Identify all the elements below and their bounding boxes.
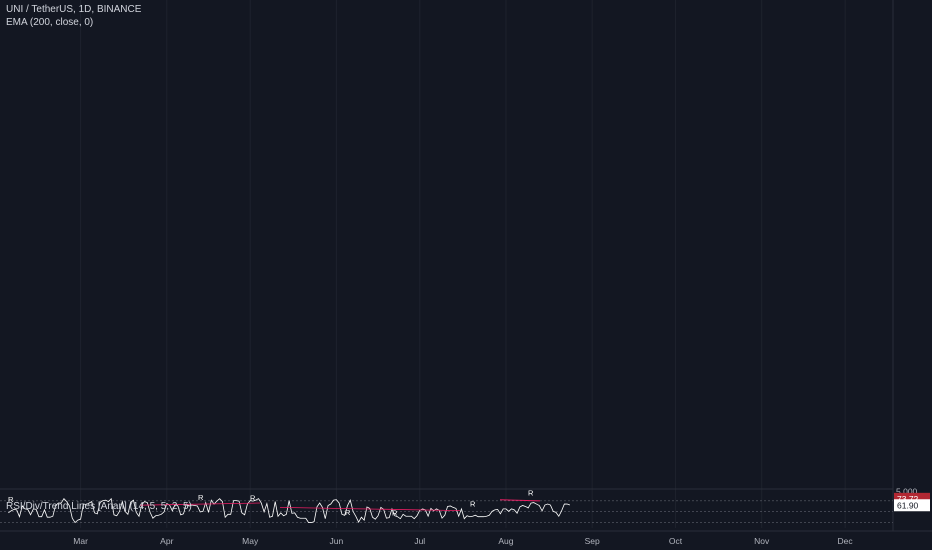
x-tick-label: Nov — [754, 536, 770, 546]
rsi-trend-line — [139, 502, 261, 506]
rsi-value-tag[interactable] — [894, 499, 930, 512]
x-tick-label: Dec — [838, 536, 854, 546]
rsi-divergence-marker: R — [198, 493, 204, 502]
rsi-value-label: 73.72 — [897, 494, 919, 504]
x-tick-label: May — [242, 536, 259, 546]
rsi-divergence-marker: R — [528, 488, 534, 497]
rsi-axis-label: 5.000 — [896, 487, 918, 497]
x-tick-label: Aug — [498, 536, 513, 546]
rsi-divergence-marker: R — [8, 495, 14, 504]
x-tick-label: Sep — [585, 536, 600, 546]
rsi-value-label: 61.90 — [897, 500, 919, 510]
x-tick-label: Jul — [414, 536, 425, 546]
rsi-divergence-marker: R — [392, 509, 398, 518]
ema-legend[interactable]: EMA (200, close, 0) — [6, 17, 94, 28]
rsi-trend-line — [499, 499, 541, 502]
rsi-divergence-marker: R — [345, 508, 351, 517]
x-tick-label: Jun — [330, 536, 344, 546]
rsi-trend-line — [279, 506, 461, 512]
x-tick-label: Apr — [160, 536, 173, 546]
rsi-line[interactable] — [8, 497, 571, 524]
rsi-divergence-marker: R — [250, 493, 256, 502]
rsi-divergence-marker: R — [470, 499, 476, 508]
x-tick-label: Oct — [669, 536, 683, 546]
x-tick-label: Mar — [73, 536, 88, 546]
rsi-legend[interactable]: RSI/Div/Trend Lines [Anan] (14, 5, 5, 2,… — [6, 501, 192, 512]
symbol-title[interactable]: UNI / TetherUS, 1D, BINANCE — [6, 4, 142, 15]
